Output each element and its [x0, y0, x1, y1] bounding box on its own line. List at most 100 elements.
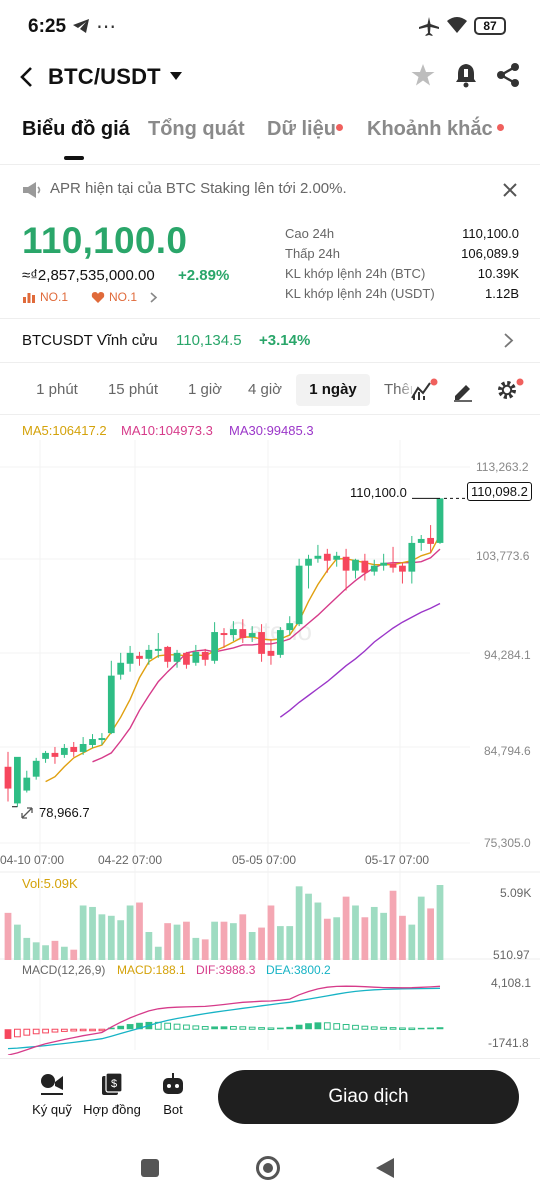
- chevron-right-icon[interactable]: [150, 292, 158, 303]
- macd-histogram-bar: [42, 1028, 49, 1034]
- timeframe-15m[interactable]: 15 phút: [107, 381, 159, 398]
- margin-nav-item[interactable]: Ký quỹ: [22, 1072, 82, 1117]
- ma30-legend: MA30:99485.3: [229, 423, 314, 438]
- trade-button[interactable]: Giao dịch: [218, 1070, 519, 1124]
- candle-body: [286, 623, 294, 631]
- volume-axis-max: 5.09K: [500, 886, 532, 900]
- volume-bar: [14, 924, 21, 960]
- ma10-legend: MA10:104973.3: [121, 423, 213, 438]
- candle-body: [276, 630, 284, 655]
- volume-bar: [230, 923, 237, 960]
- android-nav-bar: [0, 1140, 540, 1200]
- timeframe-1d[interactable]: 1 ngày: [296, 374, 370, 406]
- macd-histogram-bar: [248, 1026, 256, 1030]
- pair-title[interactable]: BTC/USDT: [48, 64, 161, 89]
- volume-bar: [117, 920, 125, 960]
- macd-title: MACD(12,26,9): [22, 963, 106, 977]
- tab-moments[interactable]: Khoảnh khắc: [367, 118, 493, 140]
- volume-bar: [305, 893, 312, 960]
- tab-overview[interactable]: Tổng quát: [148, 118, 245, 140]
- tab-data-notification-dot: [336, 124, 343, 131]
- ma10-line: [92, 548, 441, 763]
- bot-robot-icon: [163, 1073, 183, 1094]
- candle-body: [323, 553, 331, 561]
- price-fiat-equivalent: ≈₫2,857,535,000.00: [22, 267, 155, 284]
- pair-dropdown-icon[interactable]: [170, 72, 182, 80]
- macd-histogram-bar: [417, 1027, 425, 1030]
- battery-icon: 87: [474, 17, 506, 35]
- back-nav-icon[interactable]: [375, 1157, 395, 1179]
- candle-body: [230, 629, 237, 636]
- volume-bar: [333, 917, 341, 960]
- tab-price-chart[interactable]: Biểu đồ giá: [22, 118, 130, 140]
- macd-histogram-bar: [98, 1028, 106, 1032]
- price-alert-bell-icon[interactable]: [454, 62, 478, 88]
- close-announcement-icon[interactable]: [503, 183, 517, 197]
- ma30-line: [279, 602, 441, 718]
- recent-apps-icon[interactable]: [141, 1159, 159, 1177]
- candle-body: [380, 562, 388, 566]
- rank-badge-volume[interactable]: NO.1: [40, 290, 69, 304]
- last-price: 110,100.0: [22, 220, 188, 261]
- main-tabs: Biểu đồ giá Tổng quát Dữ liệu Khoảnh khắ…: [0, 118, 540, 166]
- candle-body: [4, 766, 12, 789]
- macd-histogram-bar: [239, 1026, 247, 1030]
- stats-divider: [0, 318, 540, 319]
- perpetual-change: +3.14%: [259, 332, 311, 349]
- margin-label: Ký quỹ: [32, 1102, 72, 1117]
- timeframe-1m[interactable]: 1 phút: [36, 381, 78, 398]
- more-notifications-icon: ⋯: [96, 16, 116, 38]
- moving-average-lines: [45, 534, 441, 783]
- price-axis-label-2: 103,773.6: [476, 549, 530, 563]
- back-arrow-icon[interactable]: [18, 66, 36, 88]
- expand-chart-icon[interactable]: [20, 806, 34, 820]
- timeframe-4h[interactable]: 4 giờ: [247, 381, 283, 398]
- volume-bar: [211, 921, 218, 960]
- draw-pencil-icon[interactable]: [452, 380, 474, 402]
- volume-bar: [164, 923, 172, 960]
- megaphone-icon: [23, 182, 41, 198]
- macd-histogram-bar: [136, 1022, 143, 1030]
- macd-histogram-bar: [352, 1024, 359, 1030]
- candle-body: [352, 559, 359, 571]
- volume-bar: [258, 927, 265, 960]
- candlestick-chart[interactable]: Gate.io: [0, 440, 540, 1055]
- macd-histogram-bar: [230, 1026, 237, 1030]
- chart-settings-gear-icon[interactable]: [496, 378, 524, 402]
- candle-body: [32, 760, 40, 777]
- indicator-icon[interactable]: [410, 378, 438, 402]
- candle-body: [136, 655, 143, 659]
- macd-histogram-bar: [267, 1027, 275, 1030]
- volume-bar: [314, 902, 322, 960]
- candle-body: [436, 498, 444, 543]
- favorite-star-icon[interactable]: [410, 62, 436, 88]
- macd-histogram-bar: [286, 1026, 294, 1030]
- macd-histogram-bar: [173, 1023, 181, 1030]
- macd-histogram-bar: [295, 1024, 303, 1030]
- announcement-text[interactable]: APR hiện tại của BTC Staking lên tới 2.0…: [50, 180, 347, 197]
- bot-nav-item[interactable]: Bot: [143, 1072, 203, 1117]
- volume-bar: [192, 937, 200, 960]
- contracts-nav-item[interactable]: $ Hợp đồng: [82, 1072, 142, 1117]
- macd-histogram-bar: [4, 1029, 12, 1039]
- volume-bar: [126, 905, 134, 960]
- volume-bar: [107, 915, 115, 960]
- candle-body: [220, 633, 228, 636]
- candle-body: [98, 738, 106, 741]
- timeframe-1h[interactable]: 1 giờ: [187, 381, 223, 398]
- date-label-4: 05-17 07:00: [365, 853, 430, 867]
- macd-histogram-bar: [314, 1022, 322, 1030]
- candle-body: [399, 565, 406, 572]
- share-icon[interactable]: [496, 62, 520, 88]
- candle-body: [154, 648, 162, 651]
- rank-badge-hot[interactable]: NO.1: [109, 290, 138, 304]
- timeframe-divider: [0, 414, 540, 415]
- airplane-mode-icon: [419, 17, 439, 36]
- tab-data[interactable]: Dữ liệu: [267, 118, 336, 140]
- dif-value: DIF:3988.3: [196, 963, 256, 977]
- last-price-tag[interactable]: 110,098.2: [467, 482, 532, 501]
- home-icon[interactable]: [256, 1156, 280, 1180]
- volume-bar: [70, 949, 78, 960]
- hot-heart-icon: [91, 292, 105, 303]
- candle-body: [258, 632, 265, 654]
